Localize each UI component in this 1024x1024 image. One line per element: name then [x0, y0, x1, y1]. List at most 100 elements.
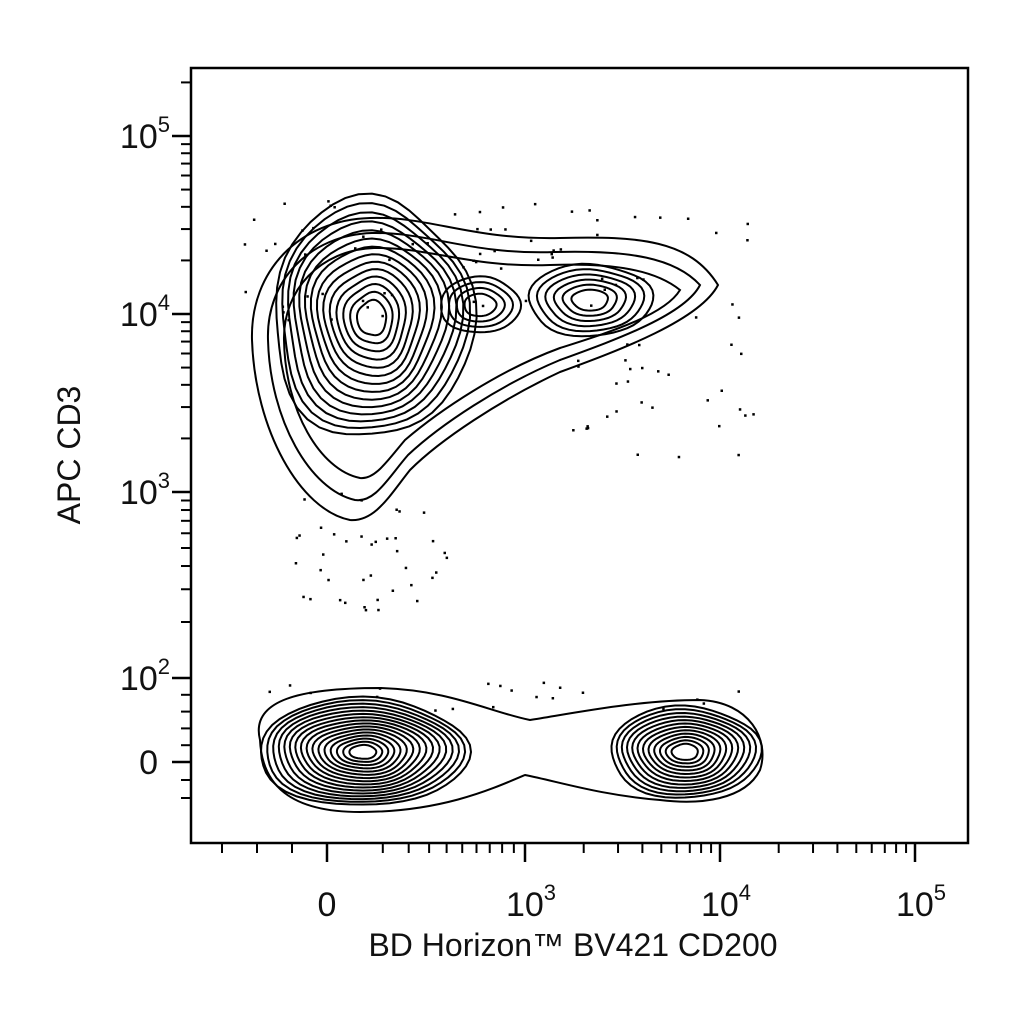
scatter-dot [395, 508, 398, 511]
scatter-dot [551, 697, 555, 700]
scatter-dot [338, 598, 342, 602]
scatter-dot [686, 217, 690, 220]
scatter-dot [363, 606, 366, 609]
scatter-dot [715, 231, 718, 235]
scatter-dot [398, 510, 401, 513]
scatter-dot [696, 698, 699, 701]
scatter-dot [677, 455, 681, 459]
scatter-dot [730, 343, 733, 346]
scatter-dot [737, 690, 740, 693]
scatter-dot [641, 366, 644, 370]
contour-cd3neg-cd200pos [664, 739, 705, 765]
scatter-dot [476, 227, 479, 231]
contours [250, 192, 764, 814]
scatter-dot [737, 453, 740, 457]
scatter-dot [445, 556, 449, 560]
scatter-dot [667, 373, 670, 376]
contour-cd3neg-cd200neg [342, 740, 384, 763]
contour-cd3neg-cd200neg [299, 719, 428, 786]
scatter-dot [603, 288, 606, 291]
scatter-dot [422, 511, 426, 514]
scatter-dot [327, 200, 330, 203]
scatter-dot [369, 574, 373, 577]
contour-cd3-cd200-peak [544, 273, 637, 328]
scatter-dot [294, 562, 298, 565]
scatter-dot [657, 370, 660, 373]
contour-cd3neg-cd200neg [317, 728, 408, 776]
scatter-dot [529, 239, 533, 243]
scatter-dot [243, 243, 247, 246]
scatter-dot [720, 389, 723, 392]
contour-cd3neg-cd200pos [647, 729, 722, 776]
scatter-dot [309, 597, 312, 601]
contour-cd3neg-cd200neg [335, 737, 390, 767]
scatter-dot [651, 406, 654, 409]
contour-cd3-bridge [463, 292, 498, 318]
scatter-dot [329, 204, 332, 207]
scatter-dot [636, 453, 639, 456]
scatter-dot [478, 252, 482, 256]
scatter-dot [451, 707, 455, 711]
scatter-dot [718, 424, 721, 428]
y-tick-label: 103 [120, 468, 170, 512]
scatter-dot [435, 571, 438, 574]
scatter-dot [410, 583, 413, 587]
scatter-dot [558, 686, 562, 689]
scatter-dot [332, 533, 336, 536]
scatter-dot [504, 228, 507, 231]
scatter-dot [462, 266, 465, 269]
scatter-dot [577, 359, 580, 363]
y-tick-label: 104 [120, 290, 170, 334]
contour-cd3 [266, 231, 702, 502]
contour-cd3neg-cd200pos [641, 725, 728, 779]
scatter-dot [596, 219, 599, 222]
contour-cd3-cd200-peak [561, 283, 618, 317]
scatter-dot [453, 213, 457, 216]
scatter-dot [362, 235, 365, 238]
scatter-dot [738, 408, 742, 411]
scatter-dot [577, 365, 580, 368]
contour-cd3-cd200-peak [527, 262, 655, 338]
contour-cd3neg-cd200neg [348, 743, 378, 760]
scatter-dot [282, 311, 285, 314]
scatter-dot [374, 540, 377, 544]
minor-ticks [172, 81, 917, 862]
scatter-dot [306, 295, 309, 298]
scatter-dot [489, 228, 492, 231]
contour-cd3neg-cd200neg [259, 695, 473, 806]
scatter-dot [492, 705, 495, 709]
scatter-dot [340, 492, 343, 496]
scatter-dot [319, 526, 323, 529]
scatter-dot [636, 276, 639, 280]
scatter-dot [309, 691, 312, 695]
scatter-dot [499, 684, 502, 688]
scatter-dot [552, 249, 555, 252]
scatter-dot [731, 303, 734, 306]
scatter-dot [746, 222, 749, 226]
scatter-dot [431, 539, 435, 543]
plot-frame [189, 66, 970, 845]
scatter-dot [354, 247, 357, 250]
scatter-dot [588, 209, 591, 212]
contour-cd3-peak [328, 268, 414, 369]
y-tick-label: 105 [120, 112, 170, 156]
contour-outer-cd3neg [257, 686, 764, 814]
scatter-dot [501, 206, 505, 209]
scatter-dot [478, 210, 482, 214]
contour-cd3-peak [349, 290, 394, 345]
x-tick-label: 104 [701, 880, 751, 924]
contour-cd3-peak [309, 245, 436, 393]
scatter-dot [472, 300, 476, 304]
scatter-dot [303, 498, 306, 501]
scatter-dot [642, 278, 645, 281]
scatter-dot [390, 293, 394, 297]
scatter-dot [434, 709, 437, 712]
scatter-dot [283, 202, 286, 205]
contour-cd3neg-cd200neg [329, 734, 396, 770]
scatter-dot [559, 248, 563, 251]
scatter-dot [662, 707, 665, 711]
contour-cd3-peak [322, 260, 421, 378]
contour-cd3-peak [287, 211, 465, 423]
contour-cd3neg-cd200pos [653, 732, 716, 772]
